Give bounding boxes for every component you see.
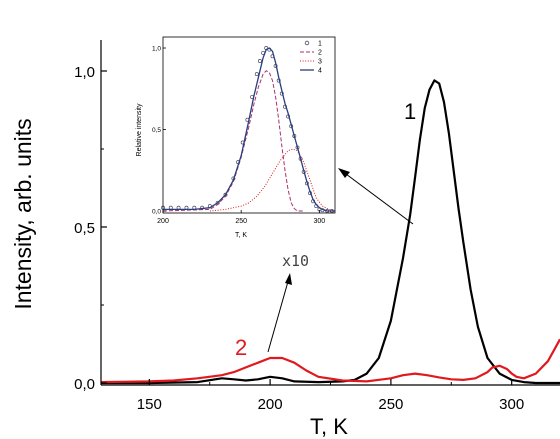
main-chart: 150 200 250 300 0,0 0,5 1,0 T, K Intensity, a… xyxy=(10,40,560,439)
arrow-to-inset xyxy=(341,170,414,225)
inset-chart: 200 250 300 0,0 0,5 1,0 T, K Relative intens… xyxy=(136,36,336,239)
legend-label: 4 xyxy=(318,68,322,75)
main-x-tick-label: 150 xyxy=(137,396,162,413)
inset-point-series-1 xyxy=(257,59,262,63)
inset-series-line-2 xyxy=(162,70,304,212)
inset-legend: 1 2 3 4 xyxy=(300,41,322,75)
curve-1-label: 1 xyxy=(404,99,416,124)
inset-y-tick-label: 0,5 xyxy=(152,127,161,134)
legend-label: 2 xyxy=(318,50,322,57)
main-y-tick-label: 1,0 xyxy=(74,64,95,81)
main-series-group xyxy=(100,79,560,385)
inset-y-tick-label: 1,0 xyxy=(152,46,161,53)
inset-y-ticks: 0,0 0,5 1,0 xyxy=(152,46,166,216)
inset-point-series-1 xyxy=(254,72,259,77)
main-x-tick-label: 250 xyxy=(378,396,403,413)
inset-series-line-4 xyxy=(163,47,335,212)
arrow-to-inset-head xyxy=(338,168,350,178)
inset-frame xyxy=(162,36,336,214)
main-y-tick-label: 0,0 xyxy=(74,376,95,393)
scale-factor-label: x10 xyxy=(282,252,309,270)
legend-label: 3 xyxy=(318,59,322,66)
arrow-to-x10-head xyxy=(285,273,292,285)
main-x-axis-label: T, K xyxy=(310,414,348,439)
main-x-tick-label: 200 xyxy=(258,396,283,413)
inset-x-axis-label: T, K xyxy=(235,232,247,239)
main-x-tick-label: 300 xyxy=(499,396,524,413)
series-line-1 xyxy=(101,79,560,385)
main-x-ticks: 150 200 250 300 xyxy=(137,379,524,413)
inset-x-tick-label: 250 xyxy=(235,218,247,225)
inset-y-tick-label: 0,0 xyxy=(152,209,161,216)
inset-series-group xyxy=(161,46,336,213)
curve-2-label: 2 xyxy=(235,335,247,360)
inset-series-line-3 xyxy=(209,148,336,212)
series-line-2 xyxy=(100,338,560,384)
annotation-arrows xyxy=(267,168,414,353)
main-y-tick-label: 0,5 xyxy=(74,220,95,237)
main-y-ticks: 0,0 0,5 1,0 xyxy=(74,64,107,393)
main-y-axis-label: Intensity, arb. units xyxy=(10,118,36,309)
legend-marker-1 xyxy=(304,40,310,46)
legend-label: 1 xyxy=(318,41,322,48)
inset-y-axis-label: Relative intensity xyxy=(136,103,143,156)
inset-x-tick-label: 300 xyxy=(314,218,326,225)
inset-x-tick-label: 200 xyxy=(157,218,169,225)
inset-x-ticks: 200 250 300 xyxy=(157,210,325,225)
arrow-to-x10 xyxy=(267,277,290,353)
